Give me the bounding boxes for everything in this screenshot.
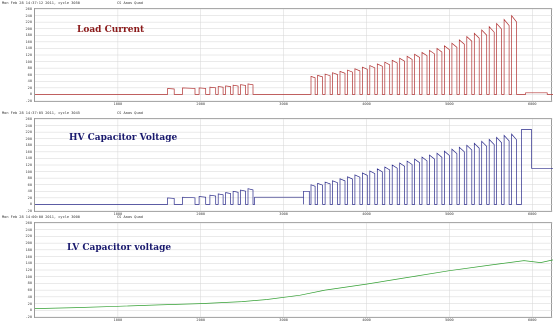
- y-tick-label: 120: [25, 268, 33, 272]
- chart-title: Load Current: [77, 25, 145, 35]
- y-tick-label: 0: [29, 308, 32, 313]
- y-tick-label: 40: [27, 189, 32, 194]
- header-text: Mon Feb 28 14:00:00 2011, cycle 3000: [2, 215, 80, 219]
- y-tick-label: 20: [27, 301, 32, 306]
- plot-frame: Load Current: [34, 8, 553, 102]
- y-tick-label: 120: [25, 53, 33, 57]
- y-tick-label: 220: [25, 130, 33, 135]
- y-tick-label: -20: [25, 315, 33, 319]
- y-tick-label: 100: [25, 274, 33, 279]
- scope-text: CS Aaas Quad: [117, 215, 143, 219]
- y-tick-label: 220: [25, 234, 33, 239]
- x-tick-label: 1000: [113, 102, 123, 106]
- header-text: Mon Feb 28 14:37:05 2011, cycle 3045: [2, 111, 80, 115]
- y-tick-label: 20: [27, 195, 32, 200]
- y-tick-label: 60: [27, 288, 32, 293]
- y-tick-label: 240: [25, 123, 33, 128]
- y-tick-label: 80: [27, 281, 32, 286]
- x-tick-label: 3000: [279, 318, 288, 322]
- series-line: [35, 129, 553, 205]
- y-tick-label: 180: [25, 33, 33, 38]
- y-tick-label: 40: [27, 79, 32, 84]
- y-tick-label: 100: [25, 59, 33, 64]
- y-tick-label: 80: [27, 176, 32, 181]
- y-tick-label: 140: [25, 156, 33, 161]
- y-tick-label: 180: [25, 143, 33, 148]
- y-tick-label: 260: [25, 7, 33, 11]
- y-tick-label: 20: [27, 85, 32, 90]
- y-tick-label: 200: [25, 241, 33, 246]
- hv-capacitor-plot: [35, 118, 553, 212]
- y-tick-label: 200: [25, 136, 33, 141]
- y-tick-label: 180: [25, 247, 33, 252]
- x-tick-label: 2000: [196, 212, 206, 216]
- x-tick-label: 1000: [113, 318, 123, 322]
- y-tick-label: 100: [25, 169, 33, 174]
- hv-capacitor-panel: Mon Feb 28 14:37:05 2011, cycle 3045 CS A…: [0, 110, 558, 218]
- y-tick-label: 160: [25, 149, 33, 154]
- load-current-plot: [35, 8, 553, 102]
- panel-header: Mon Feb 28 14:37:05 2011, cycle 3045 CS A…: [2, 111, 143, 115]
- plot-frame: LV Capacitor voltage: [34, 222, 554, 318]
- x-tick-label: 6000: [527, 318, 537, 322]
- x-tick-label: 4000: [362, 102, 371, 106]
- lv-capacitor-panel: Mon Feb 28 14:00:00 2011, cycle 3000 CS A…: [0, 214, 558, 323]
- y-tick-label: 260: [25, 117, 33, 121]
- x-tick-label: 5000: [445, 102, 454, 106]
- y-tick-label: 60: [27, 72, 32, 77]
- y-tick-label: 160: [25, 254, 33, 259]
- panel-header: Mon Feb 28 14:37:12 2011, cycle 3050 CS A…: [2, 1, 143, 5]
- x-tick-label: 3000: [279, 212, 288, 216]
- y-tick-label: 220: [25, 20, 33, 25]
- x-tick-label: 3000: [279, 102, 288, 106]
- y-tick-label: 240: [25, 227, 33, 232]
- x-tick-label: 4000: [362, 212, 371, 216]
- x-tick-label: 4000: [362, 318, 371, 322]
- scope-text: CS Aaas Quad: [117, 111, 143, 115]
- panel-header: Mon Feb 28 14:00:00 2011, cycle 3000 CS A…: [2, 215, 143, 219]
- series-line: [35, 14, 553, 95]
- y-tick-label: 160: [25, 39, 33, 44]
- scope-text: CS Aaas Quad: [117, 1, 143, 5]
- chart-title: HV Capacitor Voltage: [69, 133, 178, 143]
- y-tick-label: 80: [27, 66, 32, 71]
- header-text: Mon Feb 28 14:37:12 2011, cycle 3050: [2, 1, 80, 5]
- y-tick-label: -20: [25, 99, 33, 103]
- y-tick-label: 0: [29, 92, 32, 97]
- y-tick-label: 200: [25, 26, 33, 31]
- y-tick-label: 40: [27, 294, 32, 299]
- lv-capacitor-plot: [34, 222, 554, 318]
- x-tick-label: 6000: [527, 212, 537, 216]
- y-tick-label: 120: [25, 163, 33, 167]
- x-tick-label: 2000: [196, 318, 206, 322]
- x-tick-label: 6000: [527, 102, 537, 106]
- y-tick-label: 240: [25, 13, 33, 18]
- x-tick-label: 5000: [445, 212, 454, 216]
- chart-title: LV Capacitor voltage: [67, 243, 172, 253]
- y-tick-label: -20: [25, 209, 33, 213]
- x-tick-label: 5000: [445, 318, 454, 322]
- series-line: [34, 259, 554, 309]
- load-current-panel: Mon Feb 28 14:37:12 2011, cycle 3050 CS A…: [0, 0, 558, 108]
- y-tick-label: 140: [25, 46, 33, 51]
- y-tick-label: 0: [29, 202, 32, 207]
- y-tick-label: 140: [25, 261, 33, 266]
- y-tick-label: 60: [27, 182, 32, 187]
- plot-frame: HV Capacitor Voltage: [34, 118, 553, 212]
- y-tick-label: 260: [25, 221, 33, 225]
- x-tick-label: 2000: [196, 102, 206, 106]
- x-tick-label: 1000: [113, 212, 123, 216]
